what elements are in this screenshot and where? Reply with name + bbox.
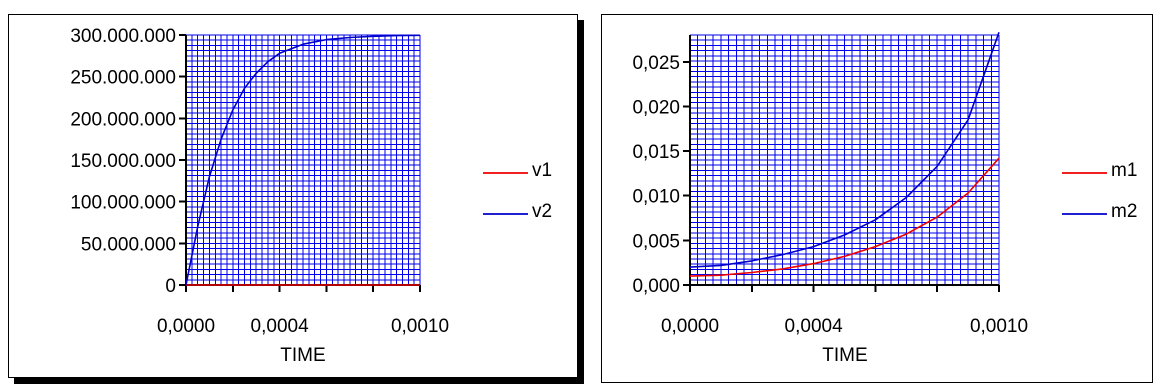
y-tick-label: 0,010	[632, 187, 680, 208]
y-tick-label: 0,025	[632, 53, 680, 74]
x-tick-label: 0,0010	[970, 316, 1028, 337]
legend-label-v2: v2	[532, 201, 552, 222]
chart-2: 0,000 0,005 0,010 0,015 0,020 0,025 0,0000 0,00…	[632, 32, 1137, 366]
y-tick-label: 0	[165, 276, 176, 297]
y-tick-label: 0,020	[632, 97, 680, 118]
axes	[683, 35, 1000, 292]
x-tick-label: 0,0004	[251, 316, 310, 337]
x-axis-title: TIME	[822, 345, 867, 366]
y-tick-label: 250.000.000	[70, 68, 176, 89]
y-tick-label: 300.000.000	[70, 26, 176, 47]
x-axis-title: TIME	[280, 345, 325, 366]
grid	[689, 34, 1000, 286]
y-tick-label: 50.000.000	[81, 234, 176, 255]
y-tick-label: 200.000.000	[70, 109, 176, 130]
series-line-m1	[689, 157, 1000, 277]
series-line-v2	[185, 34, 421, 286]
y-tick-label: 150.000.000	[70, 151, 176, 172]
y-tick-label: 100.000.000	[70, 193, 176, 214]
y-tick-label: 0,005	[632, 231, 680, 252]
legend-label-v1: v1	[532, 160, 552, 181]
x-tick-label: 0,0010	[391, 316, 449, 337]
x-tick-label: 0,0000	[157, 316, 215, 337]
chart-1: 0 50.000.000 100.000.000 150.000.000 200.000…	[70, 26, 552, 366]
legend-label-m1: m1	[1111, 160, 1137, 181]
series-line-m2	[689, 32, 1000, 268]
y-tick-label: 0,000	[632, 276, 680, 297]
grid	[185, 34, 421, 286]
y-tick-label: 0,015	[632, 142, 680, 163]
right-chart-panel	[601, 14, 1153, 383]
x-tick-label: 0,0004	[785, 316, 844, 337]
legend-label-m2: m2	[1111, 201, 1137, 222]
x-tick-label: 0,0000	[661, 316, 719, 337]
